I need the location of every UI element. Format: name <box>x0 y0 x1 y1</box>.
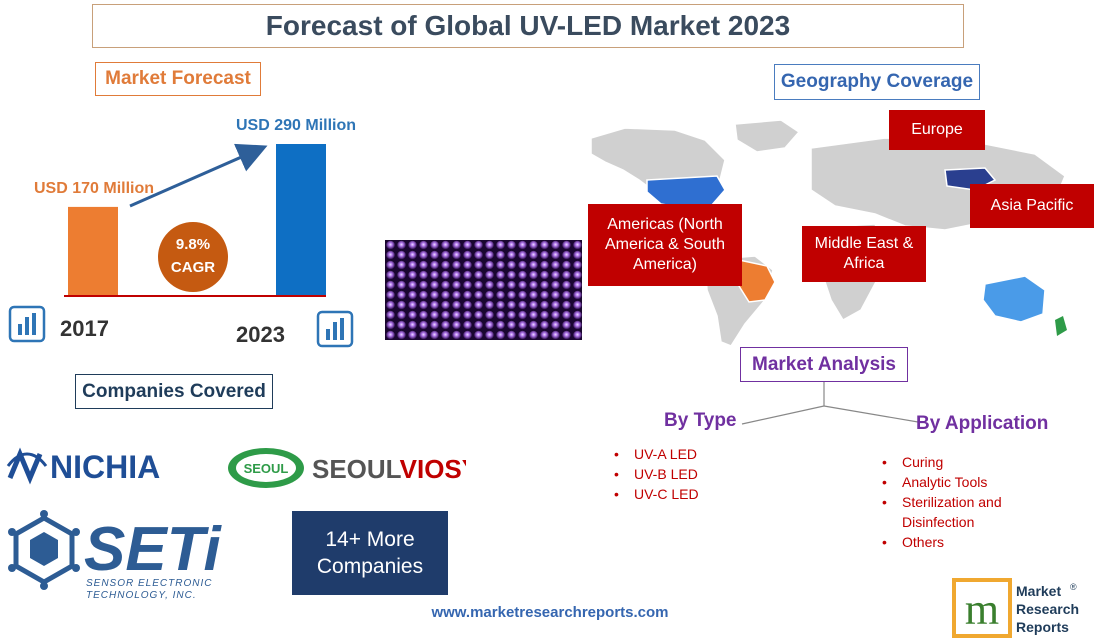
viosys-name: VIOSYS <box>400 454 466 484</box>
nichia-name: NICHIA <box>50 449 160 485</box>
registered-mark: ® <box>1070 582 1077 592</box>
title-box: Forecast of Global UV-LED Market 2023 <box>92 4 964 48</box>
svg-text:SEOULVIOSYS: SEOULVIOSYS <box>312 454 466 484</box>
seoul-badge-text: SEOUL <box>244 461 289 476</box>
application-list: Curing Analytic Tools Sterilization and … <box>874 452 1064 552</box>
companies-covered-label: Companies Covered <box>75 374 273 409</box>
value-label-2017: USD 170 Million <box>34 180 154 197</box>
nichia-logo: NICHIA <box>6 447 160 485</box>
category-2023: 2023 <box>236 322 285 347</box>
seti-subtitle-2: TECHNOLOGY, INC. <box>86 590 197 601</box>
website-url[interactable]: www.marketresearchreports.com <box>431 604 669 621</box>
logo-line-2: Research <box>1016 601 1079 617</box>
by-type-heading: By Type <box>664 410 737 431</box>
seti-emblem <box>8 510 80 590</box>
more-companies-box: 14+ More Companies <box>292 511 448 595</box>
brazil-shape <box>738 259 776 303</box>
seti-logo: SETi SENSOR ELECTRONIC TECHNOLOGY, INC. <box>8 510 222 601</box>
market-analysis-label: Market Analysis <box>740 347 908 382</box>
by-application-heading: By Application <box>916 413 1049 434</box>
logo-frame <box>952 578 1012 638</box>
value-label-2023: USD 290 Million <box>236 117 356 134</box>
uv-led-array-image <box>385 240 582 340</box>
region-americas: Americas (North America & South America) <box>588 204 742 286</box>
category-2017: 2017 <box>60 316 109 341</box>
cagr-text: CAGR <box>171 259 215 276</box>
region-europe: Europe <box>889 110 985 150</box>
more-companies-line-2: Companies <box>316 555 424 578</box>
type-list: UV-A LED UV-B LED UV-C LED <box>606 444 699 504</box>
new-zealand-shape <box>1055 316 1067 336</box>
list-item: Sterilization and Disinfection <box>874 492 1064 532</box>
cagr-value: 9.8% <box>176 236 210 253</box>
list-item: UV-C LED <box>606 484 699 504</box>
analysis-branch-lines <box>741 382 919 425</box>
growth-arrow <box>129 143 268 208</box>
mrr-logo: m Market Research Reports ® <box>952 578 1079 638</box>
bar-chart-icon <box>8 305 46 343</box>
page-title: Forecast of Global UV-LED Market 2023 <box>265 10 791 41</box>
more-companies-line-1: 14+ More <box>325 528 415 551</box>
logo-line-3: Reports <box>1016 619 1069 635</box>
bar-2023 <box>276 144 326 296</box>
list-item: Curing <box>874 452 1064 472</box>
list-item: Analytic Tools <box>874 472 1064 492</box>
seoul-viosys-logo: SEOUL SEOULVIOSYS <box>228 448 466 488</box>
region-middle-east-africa: Middle East & Africa <box>802 226 926 282</box>
seoul-name: SEOUL <box>312 454 402 484</box>
seti-name: SETi <box>84 515 222 584</box>
logo-letter: m <box>965 585 999 634</box>
forecast-chart: USD 170 Million USD 290 Million 9.8% CAG… <box>8 117 356 348</box>
geography-coverage-label: Geography Coverage <box>774 64 980 100</box>
seti-subtitle-1: SENSOR ELECTRONIC <box>86 578 212 589</box>
market-forecast-label: Market Forecast <box>95 62 261 96</box>
bar-2017 <box>68 206 118 296</box>
australia-shape <box>982 275 1046 323</box>
logo-line-1: Market <box>1016 583 1061 599</box>
bar-chart-icon <box>316 310 354 348</box>
cagr-circle <box>158 222 228 292</box>
list-item: UV-A LED <box>606 444 699 464</box>
list-item: UV-B LED <box>606 464 699 484</box>
list-item: Others <box>874 532 1064 552</box>
greenland-shape <box>734 119 801 153</box>
nichia-emblem <box>6 447 48 485</box>
region-asia-pacific: Asia Pacific <box>970 184 1094 228</box>
